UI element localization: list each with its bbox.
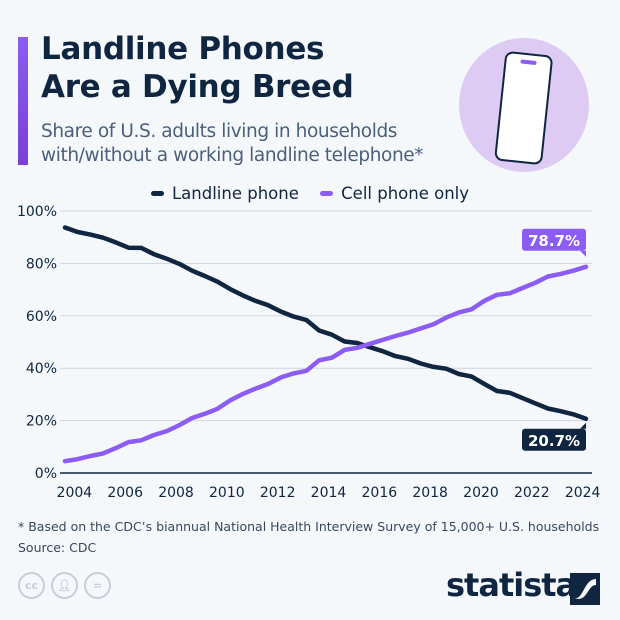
subtitle-line-1: Share of U.S. adults living in household… (41, 121, 398, 142)
footnote-note: * Based on the CDC’s biannual National H… (18, 519, 600, 534)
legend-item-cell: Cell phone only (320, 184, 469, 203)
y-tick-label: 0% (35, 466, 57, 482)
x-tick-label: 2014 (311, 485, 347, 501)
no-derivatives-icon[interactable]: = (84, 572, 111, 599)
accent-bar (18, 37, 28, 165)
footnote: * Based on the CDC’s biannual National H… (18, 516, 599, 558)
cell-end-value: 78.7% (528, 232, 580, 250)
y-tick-label: 100% (17, 204, 57, 220)
legend-swatch-cell (320, 191, 334, 196)
x-tick-label: 2018 (412, 485, 448, 501)
x-tick-label: 2020 (463, 485, 499, 501)
landline-end-label-box (522, 428, 586, 451)
x-tick-label: 2016 (362, 485, 398, 501)
line-chart: 0% 20% 40% 60% 80% 100% 2004 2006 2008 2010 2012 2… (17, 204, 601, 501)
x-tick-label: 2010 (209, 485, 245, 501)
x-tick-label: 2012 (260, 485, 296, 501)
creative-commons-icon[interactable]: cc (18, 572, 45, 599)
footnote-source: Source: CDC (18, 540, 97, 555)
statista-logo-mark-icon (570, 573, 600, 605)
y-tick-label: 80% (26, 256, 57, 272)
landline-line (62, 225, 589, 422)
y-tick-label: 40% (26, 361, 57, 377)
legend-swatch-landline (150, 191, 164, 196)
label-pointer (580, 250, 586, 257)
legend-label-landline: Landline phone (171, 184, 299, 203)
subtitle-line-2: with/without a working landline telephon… (41, 145, 424, 166)
statista-logo[interactable]: statista (446, 566, 577, 604)
x-tick-label: 2006 (107, 485, 143, 501)
cell-phone-line (62, 264, 589, 464)
y-tick-label: 60% (26, 309, 57, 325)
x-tick-label: 2022 (514, 485, 550, 501)
y-tick-label: 20% (26, 414, 57, 430)
cell-end-label-box (522, 228, 586, 251)
title-line-1: Landline Phones (41, 31, 325, 67)
chart-subtitle: Share of U.S. adults living in household… (41, 120, 424, 168)
attribution-icon[interactable]: 👤︎ (51, 572, 78, 599)
x-tick-label: 2004 (57, 485, 93, 501)
title-line-2: Are a Dying Breed (41, 69, 354, 105)
legend-item-landline: Landline phone (150, 184, 299, 203)
legend: Landline phone Cell phone only (0, 181, 620, 203)
landline-end-value: 20.7% (528, 432, 580, 450)
legend-label-cell: Cell phone only (341, 184, 470, 203)
x-tick-label: 2024 (565, 485, 601, 501)
license-icons: cc 👤︎ = (18, 572, 111, 599)
phone-illustration (459, 38, 589, 172)
smartphone-icon (494, 51, 553, 165)
x-tick-label: 2008 (158, 485, 194, 501)
chart-title: Landline Phones Are a Dying Breed (41, 30, 354, 106)
label-pointer (580, 422, 586, 429)
